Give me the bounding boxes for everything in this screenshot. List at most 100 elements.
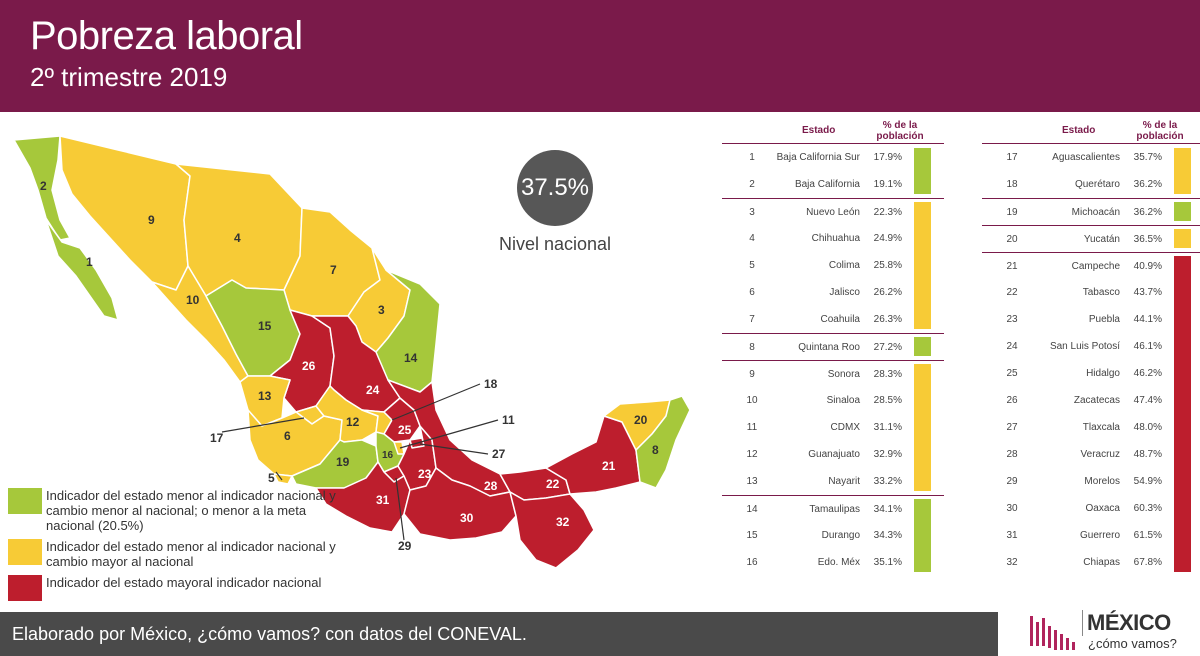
state-label-13: 13 — [258, 389, 272, 403]
row-value: 36.5% — [1133, 234, 1162, 245]
row-state-name: Yucatán — [1083, 234, 1120, 245]
row-number: 5 — [749, 260, 755, 271]
row-value: 25.8% — [873, 260, 902, 271]
row-state-name: Sonora — [827, 369, 860, 380]
state-label-26: 26 — [302, 359, 316, 373]
row-state-name: Zacatecas — [1073, 395, 1120, 406]
table-row: 12 Guanajuato 32.9% — [722, 441, 944, 468]
state-label-10: 10 — [186, 293, 200, 307]
group-color-bar — [1174, 229, 1191, 248]
row-number: 1 — [749, 152, 755, 163]
row-number: 20 — [1006, 234, 1018, 245]
row-number: 24 — [1006, 341, 1018, 352]
state-label-11: 11 — [502, 413, 515, 427]
state-label-23: 23 — [418, 467, 432, 481]
table-row: 11 CDMX 31.1% — [722, 414, 944, 441]
state-label-17: 17 — [210, 431, 224, 445]
row-value: 33.2% — [873, 476, 902, 487]
row-state-name: Tamaulipas — [809, 504, 860, 515]
national-indicator: 37.5% Nivel nacional — [495, 150, 615, 255]
row-value: 61.5% — [1133, 530, 1162, 541]
row-number: 23 — [1006, 314, 1018, 325]
state-label-24: 24 — [366, 383, 380, 397]
state-label-22: 22 — [546, 477, 560, 491]
state-label-3: 3 — [378, 303, 385, 317]
row-state-name: Puebla — [1088, 314, 1120, 325]
leader-lines — [221, 383, 499, 541]
row-value: 35.1% — [873, 557, 902, 568]
table-row: 27 Tlaxcala 48.0% — [982, 414, 1200, 441]
state-label-27: 27 — [492, 447, 506, 461]
page-title: Pobreza laboral — [30, 14, 303, 58]
row-number: 8 — [749, 342, 755, 353]
row-state-name: Nuevo León — [806, 207, 860, 218]
row-state-name: San Luis Potosí — [1049, 341, 1120, 352]
row-value: 40.9% — [1133, 261, 1162, 272]
row-number: 32 — [1006, 557, 1018, 568]
state-32-chiapas — [509, 491, 595, 569]
row-state-name: Michoacán — [1071, 207, 1120, 218]
logo-tagline: ¿cómo vamos? — [1088, 636, 1177, 651]
row-value: 43.7% — [1133, 287, 1162, 298]
row-number: 3 — [749, 207, 755, 218]
row-number: 16 — [746, 557, 758, 568]
table-row: 25 Hidalgo 46.2% — [982, 360, 1200, 387]
state-label-32: 32 — [556, 515, 570, 529]
row-number: 2 — [749, 179, 755, 190]
group-color-bar — [914, 202, 931, 329]
row-state-name: Guanajuato — [808, 449, 860, 460]
table-row: 23 Puebla 44.1% — [982, 306, 1200, 333]
state-label-20: 20 — [634, 413, 648, 427]
row-value: 35.7% — [1133, 152, 1162, 163]
row-value: 34.3% — [873, 530, 902, 541]
logo-bars-icon — [1030, 616, 1075, 650]
row-number: 28 — [1006, 449, 1018, 460]
legend-swatch — [8, 488, 42, 514]
table-row: 4 Chihuahua 24.9% — [722, 225, 944, 252]
leader-27 — [419, 443, 489, 455]
table-row: 22 Tabasco 43.7% — [982, 279, 1200, 306]
row-value: 28.5% — [873, 395, 902, 406]
table-header: Estado % de la población — [982, 120, 1200, 144]
row-number: 7 — [749, 314, 755, 325]
state-label-5: 5 — [268, 471, 275, 485]
row-state-name: Campeche — [1071, 261, 1120, 272]
row-number: 17 — [1006, 152, 1018, 163]
table-row: 2 Baja California 19.1% — [722, 171, 944, 198]
row-value: 36.2% — [1133, 207, 1162, 218]
group-color-bar — [914, 499, 931, 572]
header-pct: % de la población — [1136, 120, 1184, 142]
map-svg: 2 1 9 4 7 3 14 10 15 26 24 13 6 12 25 19… — [13, 135, 691, 569]
row-state-name: Oaxaca — [1085, 503, 1120, 514]
mexico-map: 2 1 9 4 7 3 14 10 15 26 24 13 6 12 25 19… — [0, 120, 720, 610]
state-label-16: 16 — [382, 450, 394, 461]
row-number: 21 — [1006, 261, 1018, 272]
leader-17 — [221, 417, 305, 433]
row-number: 14 — [746, 504, 758, 515]
page-subtitle: 2º trimestre 2019 — [30, 62, 228, 92]
row-number: 25 — [1006, 368, 1018, 379]
row-number: 30 — [1006, 503, 1018, 514]
row-value: 48.0% — [1133, 422, 1162, 433]
legend-text: Indicador del estado menor al indicador … — [46, 539, 336, 569]
row-value: 34.1% — [873, 504, 902, 515]
row-state-name: Tabasco — [1082, 287, 1120, 298]
table-row: 29 Morelos 54.9% — [982, 468, 1200, 495]
state-label-8: 8 — [652, 443, 659, 457]
header-pct: % de la población — [876, 120, 924, 142]
state-label-28: 28 — [484, 479, 498, 493]
state-label-2: 2 — [40, 179, 47, 193]
table-row: 9 Sonora 28.3% — [722, 360, 944, 387]
group-color-bar — [1174, 148, 1191, 194]
state-number-labels: 2 1 9 4 7 3 14 10 15 26 24 13 6 12 25 19… — [40, 179, 659, 553]
row-state-name: Nayarit — [828, 476, 860, 487]
table-row: 6 Jalisco 26.2% — [722, 279, 944, 306]
row-value: 60.3% — [1133, 503, 1162, 514]
legend-text: Indicador del estado menor al indicador … — [46, 488, 336, 533]
row-value: 44.1% — [1133, 314, 1162, 325]
legend-text: Indicador del estado mayoral indicador n… — [46, 575, 322, 590]
row-value: 46.2% — [1133, 368, 1162, 379]
row-state-name: Baja California — [794, 179, 860, 190]
row-state-name: Hidalgo — [1086, 368, 1120, 379]
footer: Elaborado por México, ¿cómo vamos? con d… — [0, 612, 998, 656]
